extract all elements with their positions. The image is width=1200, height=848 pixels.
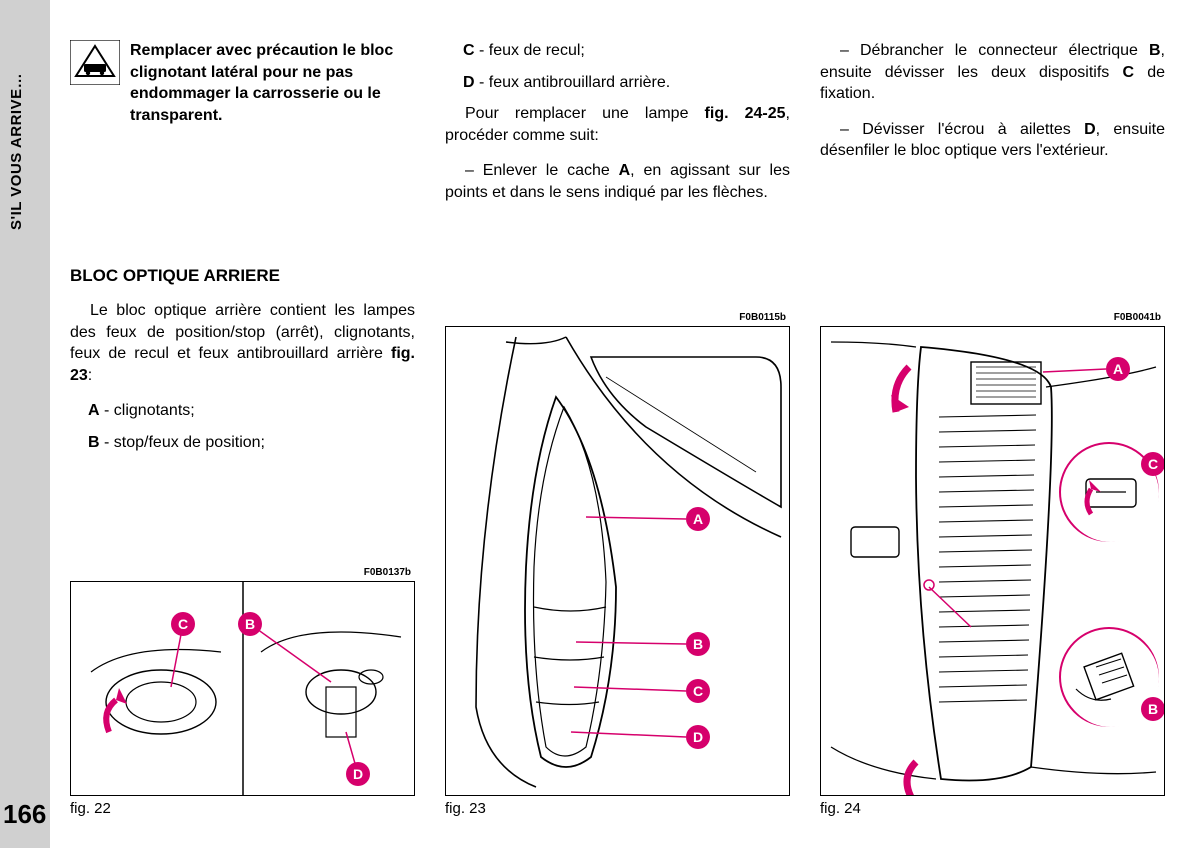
callout-c: C (171, 612, 195, 636)
text-columns: Remplacer avec précaution le bloc cligno… (70, 40, 1180, 218)
label-d: D (463, 74, 475, 91)
content-area: Remplacer avec précaution le bloc cligno… (70, 40, 1180, 218)
callout-b: B (1141, 697, 1165, 721)
warning-triangle-icon (70, 40, 120, 85)
figure-caption: fig. 23 (445, 800, 790, 817)
figure-code: F0B0115b (739, 312, 786, 323)
callout-d: D (686, 725, 710, 749)
section-heading: BLOC OPTIQUE ARRIERE (70, 265, 415, 288)
paragraph: – Débrancher le connecteur électrique B,… (820, 40, 1165, 105)
callout-b: B (238, 612, 262, 636)
callout-c: C (686, 679, 710, 703)
column-1: Remplacer avec précaution le bloc cligno… (70, 40, 415, 218)
column-2: C - feux de recul; D - feux antibrouilla… (445, 40, 790, 218)
callout-a: A (686, 507, 710, 531)
figure-22: F0B0137b C B (70, 581, 415, 817)
figure-24: F0B0041b (820, 326, 1165, 817)
page-number: 166 (3, 799, 46, 830)
warning-box: Remplacer avec précaution le bloc cligno… (70, 40, 415, 126)
paragraph: Pour remplacer une lampe fig. 24-25, pro… (445, 103, 790, 146)
text-d: - feux antibrouillard arrière. (475, 74, 671, 91)
label-c: C (463, 42, 475, 59)
paragraph: – Enlever le cache A, en agissant sur le… (445, 160, 790, 203)
figure-23-illustration (446, 327, 790, 796)
paragraph: – Dévisser l'écrou à ailettes D, ensuite… (820, 119, 1165, 162)
figure-24-frame: A C B (820, 326, 1165, 796)
column-3: – Débrancher le connecteur électrique B,… (820, 40, 1165, 218)
figure-caption: fig. 22 (70, 800, 415, 817)
sidebar-section-label: S'IL VOUS ARRIVE… (8, 73, 25, 230)
callout-b: B (686, 632, 710, 656)
list-item-d: D - feux antibrouillard arrière. (445, 72, 790, 94)
warning-text: Remplacer avec précaution le bloc cligno… (130, 40, 415, 126)
figure-code: F0B0137b (364, 567, 411, 578)
figure-23: F0B0115b (445, 326, 790, 817)
figures-row: F0B0137b C B (70, 326, 1165, 817)
figure-23-frame: A B C D (445, 326, 790, 796)
callout-c: C (1141, 452, 1165, 476)
text-c: - feux de recul; (475, 42, 585, 59)
figure-code: F0B0041b (1114, 312, 1161, 323)
callout-a: A (1106, 357, 1130, 381)
callout-d: D (346, 762, 370, 786)
figure-caption: fig. 24 (820, 800, 1165, 817)
sidebar-tab: S'IL VOUS ARRIVE… 166 (0, 0, 50, 848)
list-item-c: C - feux de recul; (445, 40, 790, 62)
figure-22-frame: C B D (70, 581, 415, 796)
